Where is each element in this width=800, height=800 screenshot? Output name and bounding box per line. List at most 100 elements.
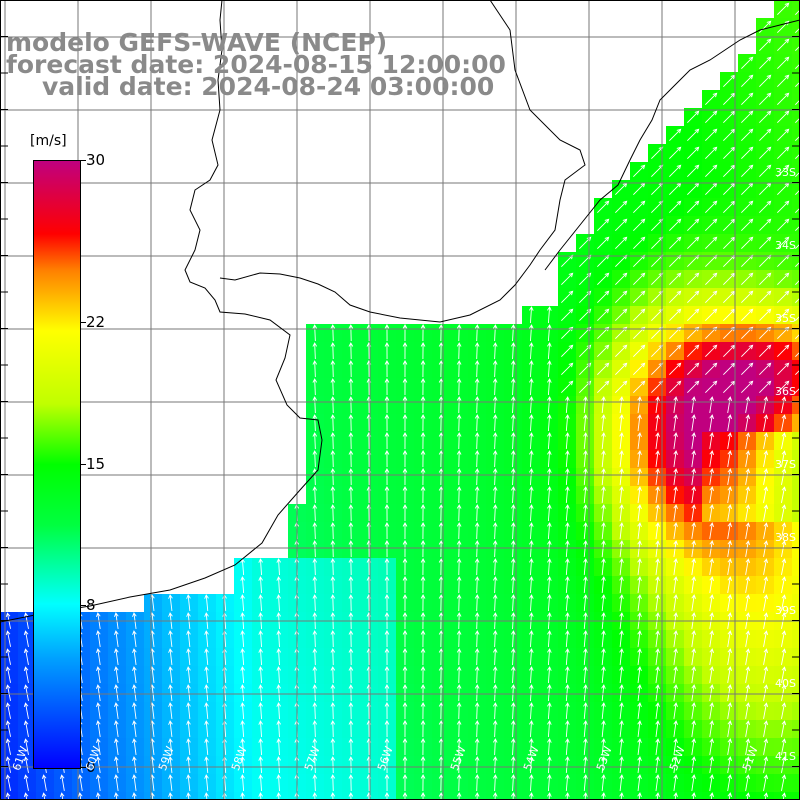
wind-arrow bbox=[204, 774, 209, 792]
wind-arrow bbox=[402, 738, 408, 756]
wind-arrow bbox=[619, 414, 624, 432]
wind-arrow bbox=[492, 342, 498, 360]
wind-arrow bbox=[348, 702, 354, 720]
wind-arrow bbox=[795, 279, 800, 285]
wind-arrow bbox=[492, 360, 498, 378]
wind-arrow bbox=[529, 666, 534, 684]
wind-arrow bbox=[565, 738, 570, 756]
wind-speed-cell bbox=[774, 792, 792, 800]
wind-arrow bbox=[709, 792, 715, 800]
wind-arrow bbox=[741, 92, 754, 105]
wind-arrow bbox=[687, 110, 700, 123]
wind-arrow bbox=[655, 540, 660, 557]
valid-date: valid date: 2024-08-24 03:00:00 bbox=[42, 72, 495, 101]
wind-arrow bbox=[456, 324, 462, 342]
latitude-label: 33S bbox=[775, 166, 796, 179]
wind-arrow bbox=[402, 774, 408, 792]
wind-speed-cell bbox=[792, 270, 800, 288]
wind-arrow bbox=[633, 308, 646, 321]
wind-arrow bbox=[547, 396, 552, 414]
wind-arrow bbox=[777, 290, 790, 303]
wind-arrow bbox=[615, 290, 628, 303]
wind-arrow bbox=[655, 594, 660, 611]
wind-arrow bbox=[691, 792, 696, 800]
wind-speed-cell bbox=[792, 468, 800, 486]
wind-arrow bbox=[456, 792, 462, 800]
wind-speed-cell bbox=[792, 144, 800, 162]
wind-arrow bbox=[633, 236, 646, 249]
wind-arrow bbox=[348, 360, 354, 378]
wind-arrow bbox=[529, 774, 534, 792]
wind-arrow bbox=[705, 110, 718, 123]
wind-arrow bbox=[619, 792, 624, 800]
wind-arrow bbox=[691, 594, 696, 611]
wind-arrow bbox=[312, 504, 318, 522]
wind-arrow bbox=[745, 738, 751, 755]
wind-arrow bbox=[795, 81, 800, 87]
wind-arrow bbox=[619, 738, 624, 756]
wind-arrow bbox=[547, 702, 552, 720]
wind-arrow bbox=[601, 558, 606, 576]
wind-arrow bbox=[763, 468, 769, 485]
wind-arrow bbox=[565, 468, 570, 486]
wind-arrow bbox=[23, 774, 29, 791]
wind-arrow bbox=[204, 720, 209, 738]
wind-arrow bbox=[384, 414, 390, 432]
wind-arrow bbox=[763, 504, 769, 521]
wind-arrow bbox=[402, 540, 408, 558]
wind-arrow bbox=[276, 594, 282, 612]
wind-arrow bbox=[565, 486, 570, 504]
wind-arrow bbox=[402, 576, 408, 594]
wind-arrow bbox=[456, 666, 462, 684]
wind-arrow bbox=[420, 594, 426, 612]
wind-arrow bbox=[402, 360, 408, 378]
wind-arrow bbox=[777, 92, 790, 105]
wind-arrow bbox=[276, 684, 282, 702]
wind-arrow bbox=[687, 344, 700, 357]
wind-arrow bbox=[5, 630, 11, 647]
wind-arrow bbox=[763, 684, 769, 701]
wind-arrow bbox=[727, 630, 733, 647]
wind-arrow bbox=[795, 171, 800, 177]
wind-speed-cell bbox=[792, 774, 800, 792]
wind-arrow bbox=[745, 504, 751, 521]
wind-arrow bbox=[510, 702, 516, 720]
wind-arrow bbox=[330, 792, 336, 800]
wind-arrow bbox=[727, 702, 733, 719]
wind-arrow bbox=[438, 486, 444, 504]
wind-arrow bbox=[795, 117, 800, 123]
wind-arrow bbox=[510, 450, 516, 468]
wind-arrow bbox=[547, 342, 552, 360]
wind-arrow bbox=[420, 720, 426, 738]
wind-arrow bbox=[529, 414, 534, 432]
wind-speed-cell bbox=[792, 666, 800, 684]
wind-arrow bbox=[547, 486, 552, 504]
wind-arrow bbox=[795, 63, 800, 69]
wind-arrow bbox=[565, 702, 570, 720]
wind-arrow bbox=[745, 540, 751, 557]
wind-arrow bbox=[114, 630, 119, 647]
wind-speed-cell bbox=[792, 18, 800, 36]
wind-arrow bbox=[492, 522, 498, 540]
wind-arrow bbox=[456, 504, 462, 522]
wind-arrow bbox=[492, 630, 498, 648]
wind-arrow bbox=[763, 756, 769, 773]
wind-arrow bbox=[438, 432, 444, 450]
wind-arrow bbox=[204, 684, 209, 702]
wind-arrow bbox=[601, 396, 606, 414]
wind-arrow bbox=[312, 576, 318, 594]
wind-arrow bbox=[276, 738, 282, 756]
wind-arrow bbox=[561, 290, 574, 303]
wind-arrow bbox=[348, 432, 354, 450]
wind-arrow bbox=[438, 324, 444, 342]
wind-speed-cell bbox=[648, 792, 666, 800]
wind-arrow bbox=[619, 468, 624, 486]
wind-arrow bbox=[420, 558, 426, 576]
wind-arrow bbox=[565, 522, 570, 540]
wind-arrow bbox=[615, 200, 628, 213]
wind-arrow bbox=[529, 306, 534, 324]
wind-arrow bbox=[709, 738, 715, 755]
wind-arrow bbox=[781, 486, 787, 503]
wind-arrow bbox=[583, 540, 588, 558]
wind-arrow bbox=[583, 666, 588, 684]
